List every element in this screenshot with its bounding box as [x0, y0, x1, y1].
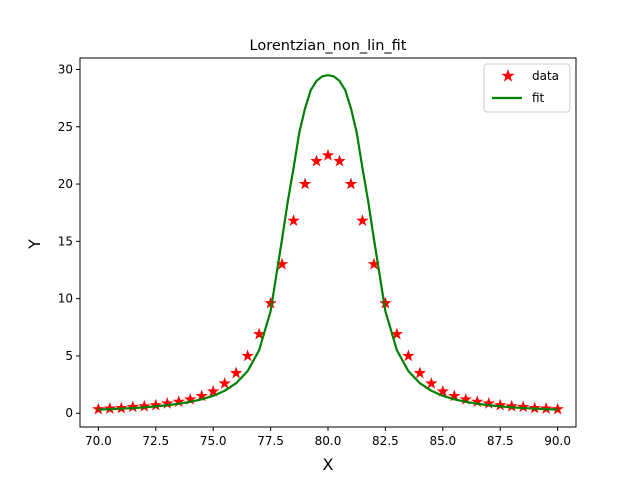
data-point	[218, 376, 231, 389]
legend: data fit	[483, 63, 571, 113]
data-point	[413, 366, 427, 379]
data-point	[149, 398, 162, 411]
y-tick-label: 15	[58, 234, 73, 248]
x-tick-label: 85.0	[429, 434, 456, 448]
data-point	[252, 327, 266, 340]
legend-label-data: data	[532, 69, 559, 83]
data-point	[390, 327, 404, 340]
legend-marker-data	[501, 69, 515, 82]
data-point	[505, 399, 518, 412]
data-point	[115, 401, 128, 414]
data-point	[356, 214, 369, 226]
plot-area	[92, 74, 564, 415]
legend-label-fit: fit	[532, 91, 545, 105]
data-point	[436, 384, 449, 397]
data-point	[275, 257, 289, 270]
data-point	[195, 389, 208, 402]
data-point	[517, 400, 530, 413]
data-point	[379, 296, 392, 309]
data-point	[138, 399, 151, 412]
data-point	[207, 384, 220, 397]
data-point	[425, 376, 438, 389]
x-tick-label: 82.5	[372, 434, 399, 448]
x-tick-label: 70.0	[85, 434, 112, 448]
x-tick-label: 80.0	[315, 434, 342, 448]
y-axis-label: Y	[25, 239, 44, 250]
data-point	[126, 400, 139, 413]
data-point	[184, 393, 197, 405]
x-tick-label: 75.0	[200, 434, 227, 448]
chart-title: Lorentzian_non_lin_fit	[250, 38, 407, 54]
data-point	[310, 154, 323, 167]
data-point	[161, 397, 174, 409]
data-point	[367, 257, 381, 270]
data-point	[471, 395, 484, 408]
y-tick-label: 30	[58, 62, 73, 76]
x-tick-label: 77.5	[257, 434, 284, 448]
y-tick-label: 25	[58, 120, 73, 134]
data-point	[459, 393, 472, 405]
y-tick-label: 10	[58, 292, 73, 306]
data-point	[172, 395, 185, 408]
y-tick-label: 5	[65, 349, 73, 363]
data-point	[448, 389, 461, 402]
data-point	[482, 397, 495, 409]
x-tick-label: 90.0	[544, 434, 571, 448]
data-point	[333, 154, 346, 167]
x-axis-label: X	[323, 455, 334, 474]
data-point	[528, 401, 541, 414]
data-point	[402, 349, 415, 362]
data-point	[264, 296, 277, 309]
data-point	[494, 398, 507, 411]
x-tick-label: 87.5	[487, 434, 514, 448]
data-point	[321, 148, 335, 161]
data-point	[344, 177, 358, 190]
y-tick-label: 0	[65, 406, 73, 420]
y-tick-label: 20	[58, 177, 73, 191]
data-point	[298, 177, 312, 190]
data-point	[229, 366, 243, 379]
x-tick-label: 72.5	[142, 434, 169, 448]
data-point	[287, 214, 300, 226]
data-point	[241, 349, 254, 362]
series-fit-line	[98, 74, 558, 411]
